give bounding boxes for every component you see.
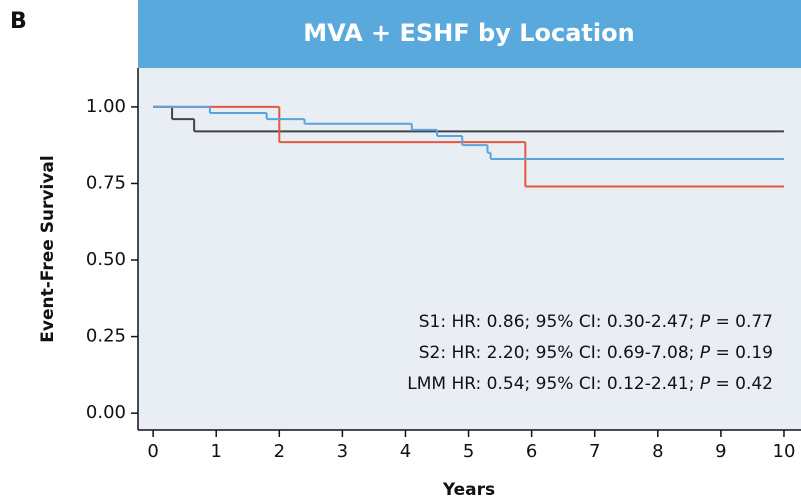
x-tick-label: 1 (210, 441, 221, 462)
annotation: S1: HR: 0.86; 95% CI: 0.30-2.47; P = 0.7… (419, 312, 773, 332)
x-tick-label: 6 (526, 441, 537, 462)
chart-title: MVA + ESHF by Location (303, 19, 634, 47)
y-tick-label: 0.00 (86, 402, 126, 423)
x-tick-label: 4 (400, 441, 411, 462)
y-tick-label: 1.00 (86, 96, 126, 117)
y-tick-label: 0.75 (86, 172, 126, 193)
annotation-part: P (700, 374, 711, 394)
x-tick-label: 0 (147, 441, 158, 462)
annotation: LMM HR: 0.54; 95% CI: 0.12-2.41; P = 0.4… (407, 374, 773, 394)
x-tick-label: 2 (274, 441, 285, 462)
annotation-part: = 0.77 (710, 312, 773, 332)
x-tick-label: 9 (715, 441, 726, 462)
annotation-part: P (700, 312, 711, 332)
annotation-part: P (700, 343, 711, 363)
annotation-part: = 0.19 (710, 343, 773, 363)
y-axis-label: Event-Free Survival (38, 155, 58, 342)
annotation: S2: HR: 2.20; 95% CI: 0.69-7.08; P = 0.1… (419, 343, 773, 363)
annotation-part: = 0.42 (710, 374, 773, 394)
y-tick-label: 0.50 (86, 249, 126, 270)
annotation-part: LMM HR: 0.54; 95% CI: 0.12-2.41; (407, 374, 700, 394)
x-tick-label: 8 (652, 441, 663, 462)
annotation-part: S1: HR: 0.86; 95% CI: 0.30-2.47; (419, 312, 700, 332)
x-tick-label: 5 (463, 441, 474, 462)
x-axis-label: Years (442, 480, 495, 500)
y-tick-label: 0.25 (86, 326, 126, 347)
x-tick-label: 3 (337, 441, 348, 462)
panel-label: B (10, 9, 27, 34)
x-tick-label: 10 (773, 441, 796, 462)
x-tick-label: 7 (589, 441, 600, 462)
annotation-part: S2: HR: 2.20; 95% CI: 0.69-7.08; (419, 343, 700, 363)
plot-area (138, 68, 801, 430)
title-banner (138, 0, 801, 68)
